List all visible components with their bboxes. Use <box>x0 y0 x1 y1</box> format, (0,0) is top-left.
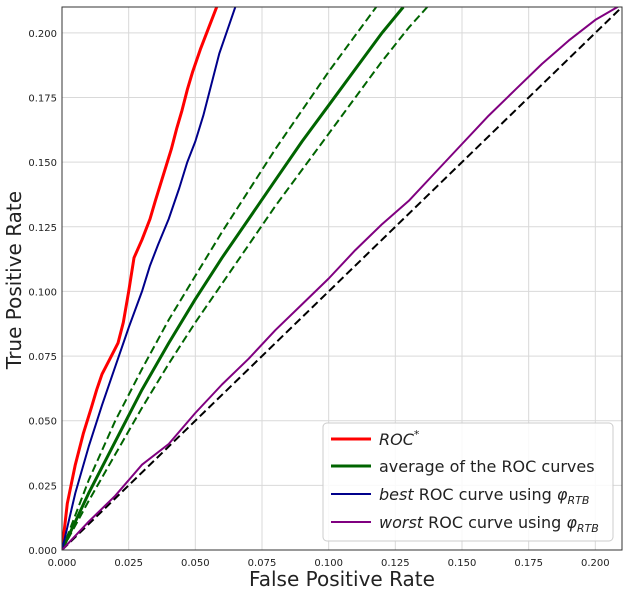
legend-best-suffix: ROC curve using <box>414 485 557 504</box>
x-tick-label: 0.100 <box>314 558 343 569</box>
series-line-average-upper-band <box>62 7 378 550</box>
legend-best-phi: φ <box>557 485 568 504</box>
legend-label-best: best ROC curve using φRTB <box>379 485 589 507</box>
legend-label-roc-star: ROC* <box>379 428 420 449</box>
y-tick-label: 0.125 <box>28 223 57 234</box>
legend-worst-prefix: worst <box>379 513 424 532</box>
y-tick-label: 0.025 <box>28 481 57 492</box>
x-tick-label: 0.075 <box>248 558 277 569</box>
x-tick-label: 0.175 <box>514 558 543 569</box>
legend-box <box>322 422 614 542</box>
legend-worst-suffix: ROC curve using <box>423 513 566 532</box>
legend-label-average: average of the ROC curves <box>379 457 595 476</box>
y-axis-label: True Positive Rate <box>2 191 26 370</box>
legend-worst-sub: RTB <box>577 522 599 535</box>
x-tick-label: 0.050 <box>181 558 210 569</box>
y-tick-labels: 0.000 0.025 0.050 0.075 0.100 0.125 0.150 0.175… <box>28 29 57 557</box>
legend-best-prefix: best <box>379 485 414 504</box>
y-tick-label: 0.050 <box>28 417 57 428</box>
y-tick-label: 0.150 <box>28 158 57 169</box>
series-line-average-lower-band <box>62 7 429 550</box>
series-line-roc- <box>62 7 219 550</box>
legend-roc-star-sup: * <box>414 428 420 441</box>
series-group <box>62 7 622 550</box>
legend: ROC* average of the ROC curves best ROC … <box>322 422 614 542</box>
y-tick-label: 0.000 <box>28 546 57 557</box>
x-tick-labels: 0.000 0.025 0.050 0.075 0.100 0.125 0.150 0.175… <box>48 558 610 569</box>
x-tick-label: 0.150 <box>448 558 477 569</box>
series-line-chance-diagonal <box>62 7 622 550</box>
legend-worst-phi: φ <box>566 513 577 532</box>
x-axis-label: False Positive Rate <box>249 567 435 591</box>
series-line-best-roc-curve-using-rtb <box>62 7 237 550</box>
plot-frame <box>61 6 623 551</box>
x-tick-label: 0.200 <box>581 558 610 569</box>
y-tick-label: 0.100 <box>28 287 57 298</box>
x-tick-label: 0.000 <box>48 558 77 569</box>
x-tick-label: 0.125 <box>381 558 410 569</box>
y-tick-label: 0.200 <box>28 29 57 40</box>
legend-label-worst: worst ROC curve using φRTB <box>379 513 599 535</box>
legend-best-sub: RTB <box>567 494 589 507</box>
series-line-average-of-the-roc-curves <box>62 7 405 550</box>
x-tick-label: 0.025 <box>114 558 143 569</box>
y-tick-label: 0.075 <box>28 352 57 363</box>
legend-roc-star-text: ROC <box>379 430 415 449</box>
series-line-worst-roc-curve-using-rtb <box>62 7 620 550</box>
y-tick-label: 0.175 <box>28 94 57 105</box>
